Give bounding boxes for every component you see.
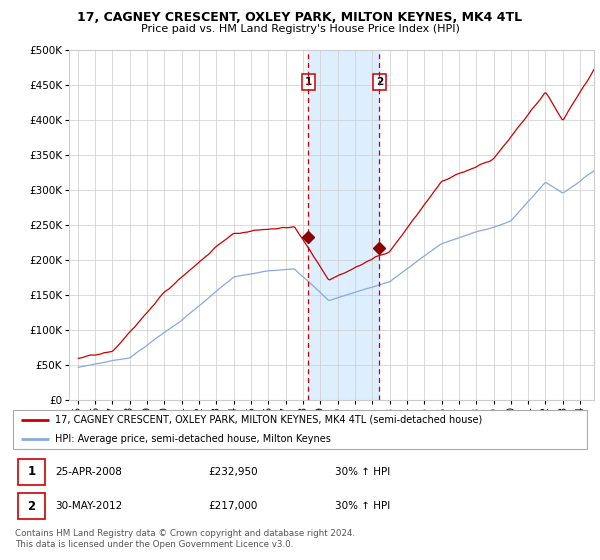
Text: 30-MAY-2012: 30-MAY-2012 [55,501,122,511]
Text: 1: 1 [28,465,35,478]
Text: 30% ↑ HPI: 30% ↑ HPI [335,467,390,477]
Text: HPI: Average price, semi-detached house, Milton Keynes: HPI: Average price, semi-detached house,… [55,434,331,444]
Text: 17, CAGNEY CRESCENT, OXLEY PARK, MILTON KEYNES, MK4 4TL (semi-detached house): 17, CAGNEY CRESCENT, OXLEY PARK, MILTON … [55,415,482,425]
Text: 2: 2 [28,500,35,512]
Text: Contains HM Land Registry data © Crown copyright and database right 2024.
This d: Contains HM Land Registry data © Crown c… [15,529,355,549]
FancyBboxPatch shape [18,493,46,519]
Text: 25-APR-2008: 25-APR-2008 [55,467,122,477]
Bar [308,50,379,400]
Text: 1: 1 [305,77,312,87]
Text: 17, CAGNEY CRESCENT, OXLEY PARK, MILTON KEYNES, MK4 4TL: 17, CAGNEY CRESCENT, OXLEY PARK, MILTON … [77,11,523,24]
FancyBboxPatch shape [18,459,46,485]
FancyBboxPatch shape [13,409,587,450]
Text: 2: 2 [376,77,383,87]
Text: £217,000: £217,000 [208,501,257,511]
Text: 30% ↑ HPI: 30% ↑ HPI [335,501,390,511]
Text: Price paid vs. HM Land Registry's House Price Index (HPI): Price paid vs. HM Land Registry's House … [140,24,460,34]
Text: £232,950: £232,950 [208,467,257,477]
